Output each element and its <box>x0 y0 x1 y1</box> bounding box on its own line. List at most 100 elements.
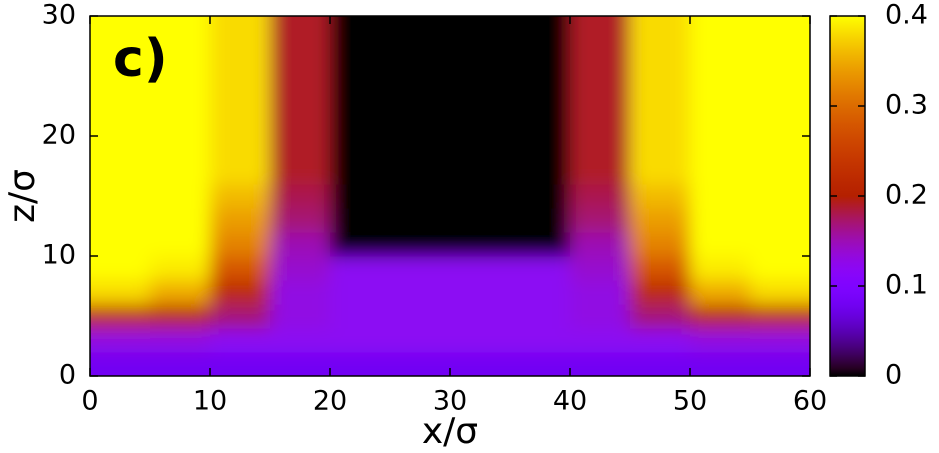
heatmap-cell <box>390 16 451 41</box>
colorbar-tick-label: 0 <box>885 360 902 391</box>
heatmap-cell <box>150 256 211 281</box>
heatmap-cell <box>510 64 571 89</box>
heatmap-cell <box>330 208 391 233</box>
heatmap-cell <box>450 16 511 41</box>
heatmap-cell <box>750 112 810 137</box>
heatmap-cell <box>210 352 271 376</box>
heatmap-cell <box>450 280 511 305</box>
heatmap-cell <box>630 40 691 65</box>
heatmap-cell <box>750 280 810 305</box>
heatmap-cell <box>330 352 391 376</box>
heatmap-cell <box>630 328 691 353</box>
heatmap-cell <box>330 280 391 305</box>
heatmap-cell <box>630 64 691 89</box>
heatmap-cell <box>750 160 810 185</box>
heatmap-cells <box>90 16 810 376</box>
heatmap-cell <box>270 280 331 305</box>
heatmap-cell <box>390 232 451 257</box>
heatmap-cell <box>150 184 211 209</box>
heatmap-cell <box>90 304 151 329</box>
colorbar-tick-label: 0.2 <box>885 180 928 211</box>
heatmap-cell <box>570 352 631 376</box>
heatmap-cell <box>210 64 271 89</box>
heatmap-cell <box>690 232 751 257</box>
heatmap-cell <box>270 160 331 185</box>
heatmap-cell <box>90 88 151 113</box>
heatmap-cell <box>630 256 691 281</box>
heatmap-cell <box>390 352 451 376</box>
heatmap-cell <box>510 328 571 353</box>
heatmap-cell <box>510 16 571 41</box>
heatmap-cell <box>270 64 331 89</box>
heatmap-cell <box>510 352 571 376</box>
heatmap-cell <box>90 64 151 89</box>
heatmap-cell <box>270 112 331 137</box>
heatmap-cell <box>510 280 571 305</box>
heatmap-cell <box>750 352 810 376</box>
heatmap-cell <box>330 112 391 137</box>
heatmap-cell <box>570 160 631 185</box>
heatmap-cell <box>210 208 271 233</box>
heatmap-cell <box>750 40 810 65</box>
heatmap-cell <box>570 256 631 281</box>
heatmap-cell <box>570 136 631 161</box>
heatmap-cell <box>330 304 391 329</box>
heatmap-cell <box>570 232 631 257</box>
heatmap-cell <box>450 112 511 137</box>
heatmap-cell <box>210 256 271 281</box>
heatmap-cell <box>150 64 211 89</box>
heatmap-cell <box>450 136 511 161</box>
heatmap-cell <box>690 112 751 137</box>
x-tick-label: 20 <box>313 386 347 417</box>
heatmap-cell <box>510 136 571 161</box>
heatmap-cell <box>450 352 511 376</box>
heatmap-cell <box>270 208 331 233</box>
heatmap-cell <box>450 304 511 329</box>
heatmap-cell <box>570 328 631 353</box>
heatmap-cell <box>630 88 691 113</box>
heatmap-cell <box>330 160 391 185</box>
heatmap-cell <box>90 232 151 257</box>
heatmap-cell <box>390 184 451 209</box>
heatmap-cell <box>210 232 271 257</box>
heatmap-cell <box>90 208 151 233</box>
heatmap-cell <box>270 256 331 281</box>
heatmap-cell <box>690 208 751 233</box>
heatmap-cell <box>510 160 571 185</box>
heatmap-cell <box>510 88 571 113</box>
heatmap-cell <box>510 208 571 233</box>
heatmap-cell <box>750 304 810 329</box>
heatmap-cell <box>330 16 391 41</box>
heatmap-cell <box>750 184 810 209</box>
heatmap-cell <box>390 112 451 137</box>
heatmap-cell <box>150 304 211 329</box>
heatmap-cell <box>750 328 810 353</box>
colorbar-tick-label: 0.1 <box>885 270 928 301</box>
heatmap-cell <box>390 136 451 161</box>
heatmap-cell <box>570 112 631 137</box>
heatmap-cell <box>630 304 691 329</box>
heatmap-cell <box>450 208 511 233</box>
heatmap-cell <box>630 16 691 41</box>
heatmap-cell <box>690 352 751 376</box>
heatmap-cell <box>570 16 631 41</box>
heatmap-cell <box>390 256 451 281</box>
heatmap-cell <box>750 64 810 89</box>
heatmap-cell <box>90 328 151 353</box>
heatmap-cell <box>510 184 571 209</box>
heatmap-cell <box>630 352 691 376</box>
heatmap-cell <box>570 208 631 233</box>
heatmap-cell <box>330 88 391 113</box>
heatmap-cell <box>690 184 751 209</box>
heatmap-cell <box>210 304 271 329</box>
heatmap-cell <box>210 16 271 41</box>
heatmap-cell <box>270 232 331 257</box>
x-tick-label: 40 <box>553 386 587 417</box>
heatmap-cell <box>390 328 451 353</box>
heatmap-cell <box>390 160 451 185</box>
heatmap-cell <box>90 16 151 41</box>
heatmap-cell <box>90 352 151 376</box>
heatmap-cell <box>150 232 211 257</box>
heatmap-cell <box>150 136 211 161</box>
